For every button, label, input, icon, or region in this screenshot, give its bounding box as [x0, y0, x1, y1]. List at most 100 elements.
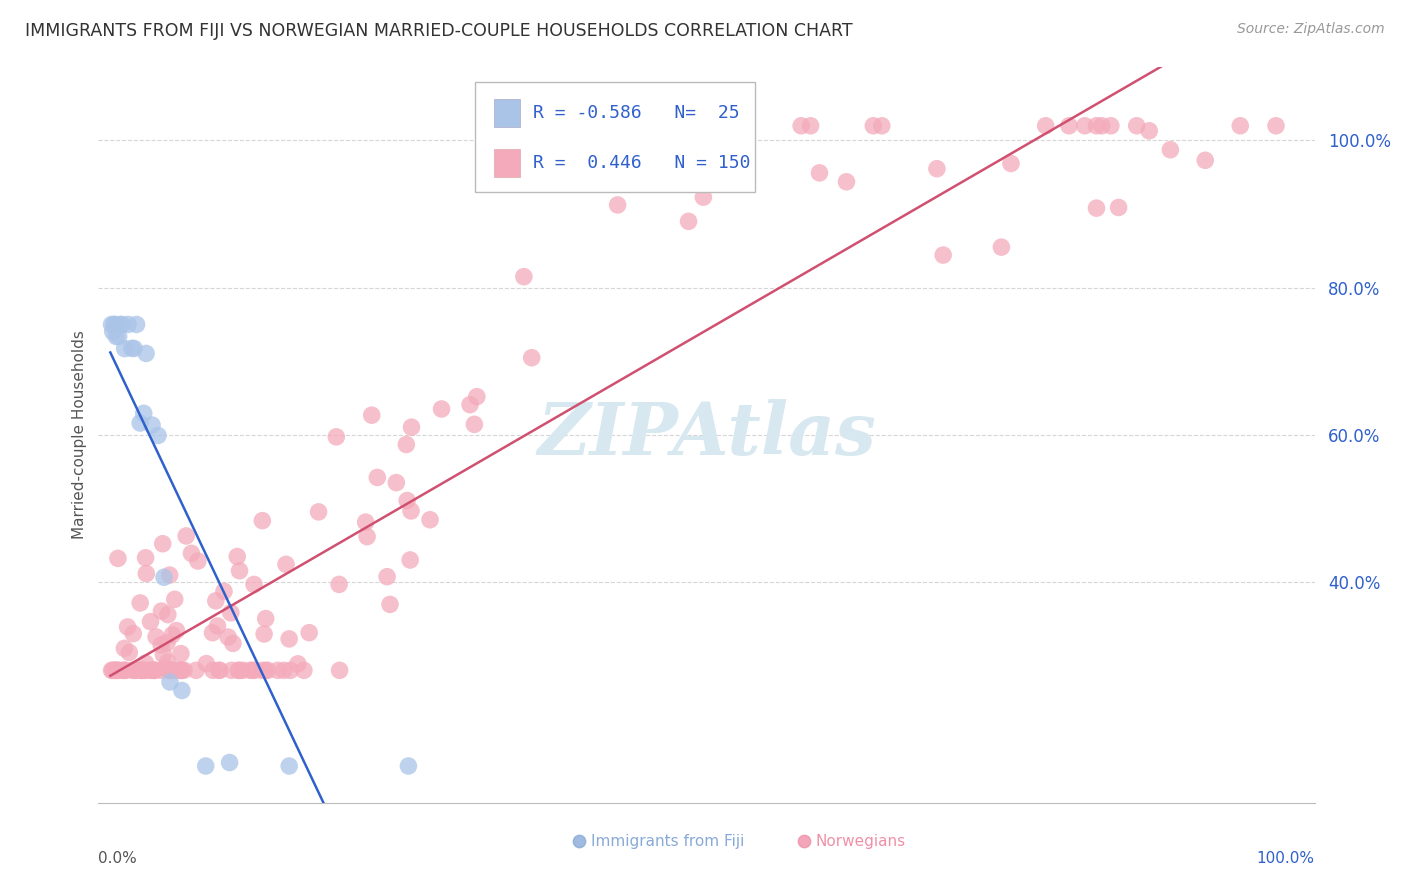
Point [152, 537, 174, 551]
Point [204, 594, 226, 608]
Point [150, 638, 173, 652]
Point [105, 329, 128, 343]
Point [107, 664, 129, 678]
Point [153, 570, 176, 584]
Point [100, 664, 122, 678]
Point [366, 470, 388, 484]
Point [107, 551, 129, 566]
Point [170, 647, 193, 661]
Point [378, 598, 401, 612]
Point [132, 664, 155, 678]
Point [173, 663, 195, 677]
Point [243, 664, 266, 678]
Point [129, 416, 152, 430]
Point [228, 564, 250, 578]
Point [163, 664, 186, 678]
Point [101, 325, 124, 339]
Point [118, 645, 141, 659]
Point [1099, 119, 1122, 133]
Point [273, 664, 295, 678]
Point [862, 119, 884, 133]
Point [221, 664, 243, 678]
Point [219, 606, 242, 620]
Point [325, 430, 347, 444]
Point [385, 475, 408, 490]
Point [256, 664, 278, 678]
Point [430, 402, 453, 417]
Point [870, 119, 893, 133]
Point [108, 664, 131, 678]
Point [399, 553, 422, 567]
Point [150, 604, 173, 618]
Point [354, 515, 377, 529]
Point [375, 570, 398, 584]
Point [1137, 124, 1160, 138]
Point [1000, 156, 1022, 170]
Point [232, 664, 254, 678]
Point [139, 615, 162, 629]
Point [122, 342, 145, 356]
Point [217, 630, 239, 644]
Point [1035, 119, 1057, 133]
Point [143, 664, 166, 678]
Point [170, 664, 193, 678]
Point [150, 664, 173, 678]
Point [125, 318, 148, 332]
Point [250, 664, 273, 678]
Point [1159, 143, 1181, 157]
Point [104, 664, 127, 678]
Point [222, 636, 245, 650]
Point [114, 342, 136, 356]
Point [808, 166, 831, 180]
Point [328, 577, 350, 591]
Point [242, 664, 264, 678]
Point [125, 664, 148, 678]
Point [112, 664, 135, 678]
Point [160, 664, 183, 678]
Point [187, 554, 209, 568]
Point [278, 632, 301, 646]
Text: ZIPAtlas: ZIPAtlas [537, 400, 876, 470]
Point [228, 664, 250, 678]
Point [669, 149, 692, 163]
Point [395, 437, 418, 451]
Point [396, 759, 419, 773]
Point [458, 398, 481, 412]
Point [201, 625, 224, 640]
Point [166, 664, 188, 678]
Point [143, 664, 166, 678]
Point [165, 624, 187, 638]
Point [1074, 119, 1097, 133]
Point [107, 329, 129, 343]
Point [252, 514, 274, 528]
Point [396, 493, 419, 508]
Point [678, 214, 700, 228]
Text: Immigrants from Fiji: Immigrants from Fiji [591, 833, 744, 848]
Point [228, 664, 250, 678]
Point [122, 626, 145, 640]
Point [925, 161, 948, 176]
Point [243, 577, 266, 591]
Point [135, 566, 157, 581]
Text: R =  0.446   N = 150: R = 0.446 N = 150 [533, 153, 749, 171]
Point [157, 664, 180, 678]
Point [104, 318, 127, 332]
Point [194, 759, 217, 773]
Point [135, 346, 157, 360]
Text: IMMIGRANTS FROM FIJI VS NORWEGIAN MARRIED-COUPLE HOUSEHOLDS CORRELATION CHART: IMMIGRANTS FROM FIJI VS NORWEGIAN MARRIE… [25, 22, 853, 40]
Point [253, 627, 276, 641]
Point [170, 664, 193, 678]
Point [129, 664, 152, 678]
Text: R = -0.586   N=  25: R = -0.586 N= 25 [533, 104, 740, 122]
Point [716, 137, 738, 152]
Point [112, 641, 135, 656]
Point [105, 664, 128, 678]
Point [1085, 201, 1108, 215]
Point [1265, 119, 1288, 133]
Point [419, 513, 441, 527]
Point [163, 592, 186, 607]
Point [184, 664, 207, 678]
Point [134, 664, 156, 678]
Point [101, 664, 124, 678]
Point [132, 406, 155, 420]
